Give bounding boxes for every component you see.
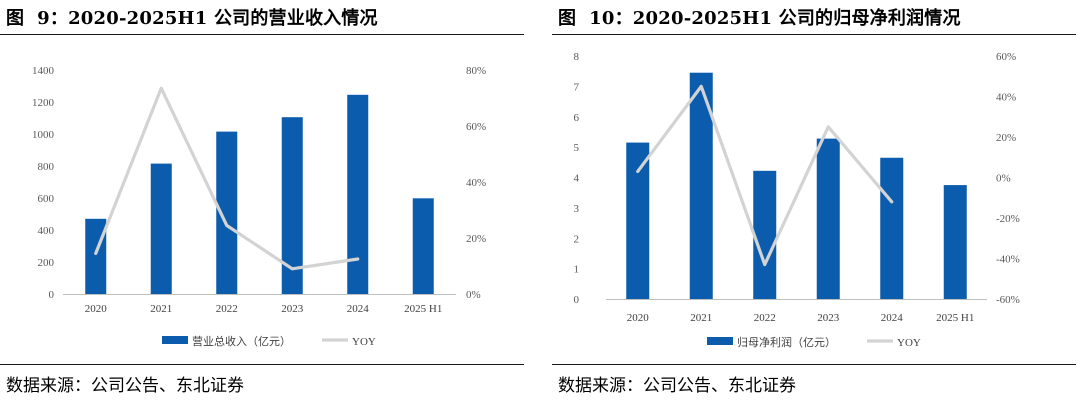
bar: [880, 157, 904, 299]
y-right-tick-label: 40%: [996, 92, 1016, 104]
bar: [412, 198, 434, 294]
figure-title-text: 2020-2025H1 公司的归母净利润情况: [632, 8, 961, 29]
y-left-tick-label: 200: [38, 257, 55, 269]
x-tick-label: 2023: [817, 312, 840, 324]
y-left-tick-label: 4: [574, 173, 580, 185]
y-right-tick-label: -20%: [996, 213, 1020, 225]
y-left-tick-label: 2: [574, 233, 580, 245]
net-profit-chart: 0 1 2 3 4 5 6 7 8 -60% -40% -20% 0% 20% 40% 60% 2020 2021…: [574, 51, 1020, 349]
x-tick-label: 2021: [690, 312, 712, 324]
x-tick-label: 2025 H1: [404, 303, 442, 315]
y-left-tick-label: 400: [38, 225, 55, 237]
x-tick-label: 2022: [216, 303, 238, 315]
y-left-tick-label: 1000: [32, 129, 55, 141]
source-note: 数据来源：公司公告、东北证券: [558, 376, 796, 396]
bar: [150, 163, 172, 294]
revenue-chart: 0 200 400 600 800 1000 1200 1400 0% 20% 40% 60% 80% 2…: [32, 65, 486, 348]
y-right-tick-label: 20%: [466, 233, 486, 245]
figure-number: 10：: [589, 8, 633, 29]
x-tick-label: 2024: [881, 312, 904, 324]
y-left-tick-label: 0: [49, 289, 55, 301]
y-left-tick-label: 1200: [32, 97, 55, 109]
y-right-tick-label: 80%: [466, 65, 486, 77]
x-tick-label: 2020: [85, 303, 108, 315]
figure-10-panel: 图 10：2020-2025H1 公司的归母净利润情况 0 1 2 3 4 5 6 7 8 -60…: [552, 0, 1080, 405]
y-left-tick-label: 3: [574, 203, 580, 215]
x-tick-label: 2023: [281, 303, 304, 315]
x-tick-label: 2020: [627, 312, 650, 324]
figure-label: 图: [6, 8, 25, 29]
bar: [753, 170, 777, 299]
y-left-tick-label: 600: [38, 193, 55, 205]
y-right-tick-label: 40%: [466, 177, 486, 189]
bottom-rule: [552, 364, 1076, 365]
legend-bar-label: 归母净利润（亿元）: [737, 335, 836, 349]
legend-bar-label: 营业总收入（亿元）: [192, 334, 291, 348]
legend-line-label: YOY: [897, 337, 921, 349]
bar: [216, 131, 238, 294]
y-right-tick-label: 0%: [996, 173, 1011, 185]
y-right-tick-label: -60%: [996, 294, 1020, 306]
yoy-line: [636, 84, 894, 267]
bottom-rule: [0, 364, 524, 365]
bar: [626, 142, 650, 299]
figure-9-panel: 图 9：2020-2025H1 公司的营业收入情况 0 200 400 600 800 1…: [0, 0, 528, 405]
bar: [347, 94, 369, 294]
legend-line-label: YOY: [352, 336, 376, 348]
y-left-tick-label: 7: [574, 81, 580, 93]
y-left-tick-label: 0: [574, 294, 580, 306]
bar: [281, 117, 303, 294]
y-left-tick-label: 1: [574, 264, 580, 276]
x-tick-label: 2022: [754, 312, 776, 324]
y-left-tick-label: 5: [574, 142, 580, 154]
y-right-tick-label: 60%: [466, 121, 486, 133]
top-rule: [552, 34, 1076, 35]
y-left-tick-label: 1400: [32, 65, 55, 77]
y-right-tick-label: 20%: [996, 132, 1016, 144]
figure-title-text: 2020-2025H1 公司的营业收入情况: [68, 8, 378, 29]
bar: [816, 138, 840, 299]
legend-bar-swatch: [162, 336, 188, 344]
figure-title: 图 10：2020-2025H1 公司的归母净利润情况: [558, 4, 961, 30]
figure-number: 9：: [37, 8, 69, 29]
figure-label: 图: [558, 8, 577, 29]
x-tick-label: 2021: [150, 303, 172, 315]
figure-title: 图 9：2020-2025H1 公司的营业收入情况: [6, 4, 378, 30]
yoy-line: [94, 86, 360, 271]
y-left-tick-label: 8: [574, 51, 580, 63]
legend-bar-swatch: [707, 337, 733, 345]
bar: [85, 218, 107, 294]
x-tick-label: 2025 H1: [936, 312, 974, 324]
y-right-tick-label: 60%: [996, 51, 1016, 63]
bar: [689, 72, 713, 299]
source-note: 数据来源：公司公告、东北证券: [6, 376, 244, 396]
y-left-tick-label: 800: [38, 161, 55, 173]
x-tick-label: 2024: [347, 303, 370, 315]
y-right-tick-label: -40%: [996, 254, 1020, 266]
top-rule: [0, 34, 524, 35]
y-left-tick-label: 6: [574, 112, 580, 124]
y-right-tick-label: 0%: [466, 289, 481, 301]
bar: [943, 185, 967, 299]
